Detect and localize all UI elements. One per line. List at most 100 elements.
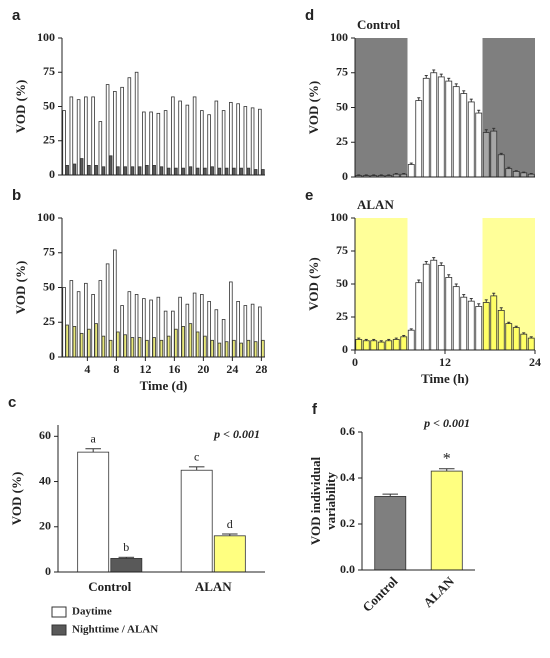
x-tick-label: ALAN (195, 579, 232, 594)
x-tick-label: 28 (255, 362, 267, 376)
bar (217, 167, 222, 176)
x-tick-label: 12 (439, 355, 451, 369)
bar (113, 91, 117, 176)
bar (232, 339, 236, 358)
bar (195, 167, 200, 176)
bar (221, 110, 226, 176)
bar (210, 339, 214, 358)
legend-swatch (51, 624, 67, 636)
bar (261, 339, 265, 358)
bar (91, 96, 95, 176)
bar (407, 329, 415, 351)
bar (149, 111, 153, 176)
y-axis-label: VOD individual (308, 456, 323, 545)
bar (120, 86, 124, 176)
legend-label: Daytime (72, 606, 112, 618)
y-tick-label: 20 (39, 519, 51, 533)
bar (415, 282, 423, 351)
bar (84, 96, 88, 176)
bar (520, 333, 528, 351)
bar (108, 339, 113, 358)
bar (181, 167, 185, 176)
legend-swatch (51, 606, 67, 618)
y-tick-label: 25 (336, 309, 348, 323)
bar (79, 332, 84, 358)
bar (163, 110, 168, 176)
x-tick-label: 24 (226, 362, 238, 376)
bar (400, 336, 408, 351)
bar (207, 114, 211, 176)
y-tick-label: 100 (37, 210, 55, 224)
y-axis-label: VOD (%) (306, 257, 321, 311)
x-axis-label: Time (d) (140, 378, 188, 393)
bar (130, 166, 135, 176)
y-tick-label: 75 (336, 65, 348, 79)
bar (113, 249, 117, 358)
bar (134, 294, 139, 358)
bar (105, 263, 110, 358)
bar (91, 294, 95, 358)
y-axis-label: VOD (%) (13, 80, 28, 134)
bar (171, 310, 175, 358)
bar (192, 292, 197, 358)
y-tick-label: 50 (43, 98, 55, 112)
y-tick-label: 0 (342, 169, 348, 183)
bar (224, 167, 229, 176)
bar (415, 100, 423, 178)
bar (213, 535, 246, 573)
bar (156, 112, 161, 176)
bar (192, 96, 197, 176)
bar (62, 110, 66, 176)
bar (505, 168, 513, 178)
x-tick-label: Control (88, 579, 131, 594)
bar (460, 93, 468, 178)
bar (123, 166, 127, 176)
bar (200, 294, 204, 358)
bar (377, 341, 385, 351)
y-tick-label: 25 (43, 314, 55, 328)
bar (232, 167, 236, 176)
y-tick-label: 0.6 (340, 424, 355, 438)
bar (258, 108, 262, 176)
bar (437, 76, 445, 178)
bar (137, 166, 142, 176)
bar (246, 167, 251, 176)
panel-letter: a (12, 7, 21, 24)
bar (214, 309, 219, 358)
bar (200, 110, 204, 176)
bar (422, 263, 430, 351)
annotation: d (227, 517, 233, 531)
bar (210, 166, 214, 176)
y-tick-label: 25 (43, 133, 55, 147)
bar (76, 99, 81, 176)
bar (490, 295, 498, 351)
bar (497, 309, 505, 351)
bar (482, 132, 490, 178)
bar (195, 331, 200, 358)
legend-label: Nighttime / ALAN (72, 624, 158, 636)
bar (159, 339, 164, 358)
y-axis-label: variability (323, 472, 338, 530)
y-tick-label: 25 (336, 134, 348, 148)
bar (163, 310, 168, 358)
bar (243, 106, 248, 176)
bar (94, 165, 98, 176)
bar (181, 326, 185, 358)
bar (505, 323, 513, 351)
y-tick-label: 50 (336, 99, 348, 113)
bar (101, 166, 106, 176)
bar (239, 342, 243, 358)
panel-letter: c (8, 394, 16, 411)
bar (253, 341, 258, 358)
bar (116, 166, 120, 176)
panel-letter: d (305, 7, 314, 24)
bar (84, 282, 88, 358)
x-tick-label: ALAN (420, 573, 457, 610)
bar (185, 303, 190, 358)
bar (239, 167, 243, 176)
bar (105, 84, 110, 176)
bar (185, 104, 190, 176)
bar (392, 339, 400, 351)
y-tick-label: 100 (330, 210, 348, 224)
bar (430, 72, 438, 178)
